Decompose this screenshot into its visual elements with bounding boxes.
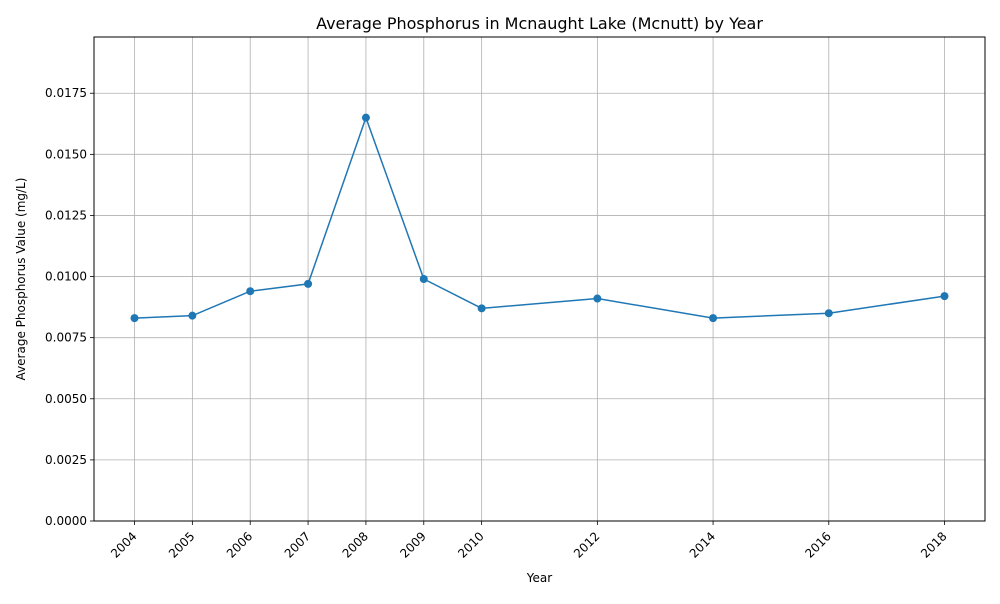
data-point-marker [824, 309, 833, 318]
y-tick-label: 0.0050 [45, 392, 87, 406]
chart-title: Average Phosphorus in Mcnaught Lake (Mcn… [316, 14, 763, 33]
y-tick-label: 0.0150 [45, 147, 87, 161]
data-point-marker [361, 113, 370, 122]
data-point-marker [940, 292, 949, 301]
data-point-marker [188, 311, 197, 320]
series-layer [130, 113, 949, 323]
data-point-marker [709, 314, 718, 323]
plot-frame [93, 36, 986, 522]
y-axis-label: Average Phosphorus Value (mg/L) [14, 178, 28, 381]
y-tick-label: 0.0000 [45, 514, 87, 528]
y-tick-label: 0.0175 [45, 86, 87, 100]
y-tick-label: 0.0025 [45, 453, 87, 467]
y-tick-label: 0.0075 [45, 331, 87, 345]
data-point-marker [246, 287, 255, 296]
data-point-marker [304, 279, 313, 288]
data-point-marker [477, 304, 486, 313]
y-tick-label: 0.0100 [45, 270, 87, 284]
data-point-marker [593, 294, 602, 303]
y-tick-label: 0.0125 [45, 208, 87, 222]
y-axis-ticks: 0.0000 0.0025 0.0050 0.0075 0.0100 0.0125 0.01… [45, 86, 94, 528]
x-axis-label: Year [526, 571, 552, 585]
data-point-marker [419, 275, 428, 283]
data-point-marker [130, 314, 139, 323]
